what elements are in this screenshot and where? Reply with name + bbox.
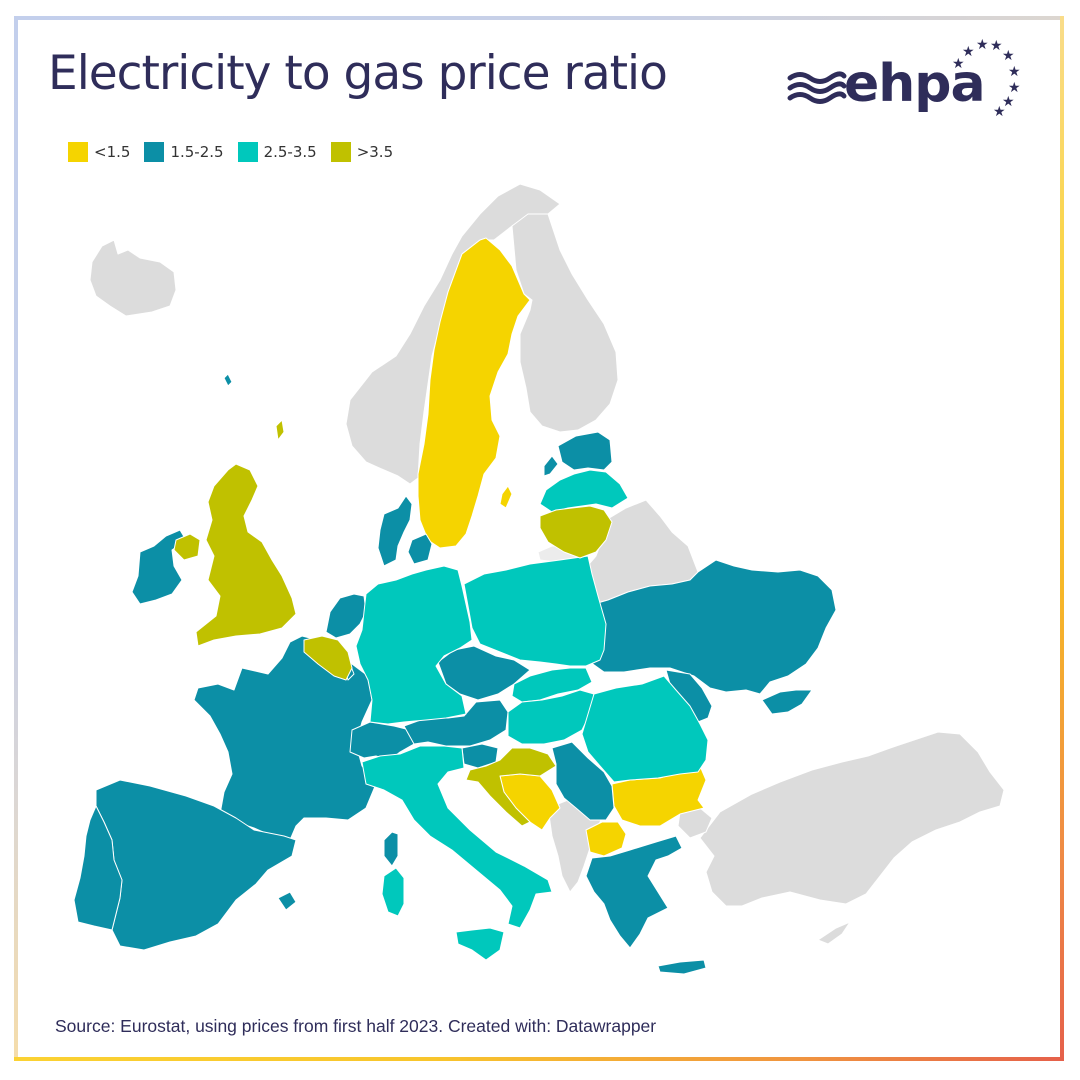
legend-item-lt-1-5: <1.5 xyxy=(68,142,130,162)
legend-item-2-5-3-5: 2.5-3.5 xyxy=(237,142,317,162)
island-mallorca[interactable] xyxy=(277,891,297,911)
source-note: Source: Eurostat, using prices from firs… xyxy=(55,1016,657,1036)
country-serbia[interactable] xyxy=(551,741,615,821)
svg-text:★: ★ xyxy=(990,38,1003,54)
country-slovakia[interactable] xyxy=(511,667,593,703)
region-northern-ireland[interactable] xyxy=(173,533,201,561)
country-belgium[interactable] xyxy=(303,635,353,681)
legend-label: 2.5-3.5 xyxy=(263,143,317,161)
legend-label: 1.5-2.5 xyxy=(170,143,224,161)
country-iceland[interactable] xyxy=(89,239,177,317)
country-poland[interactable] xyxy=(463,555,607,667)
frame-bottom xyxy=(14,1057,1064,1061)
island-saaremaa[interactable] xyxy=(543,455,559,477)
svg-text:★: ★ xyxy=(993,104,1006,120)
country-romania[interactable] xyxy=(581,675,709,783)
country-ukraine[interactable] xyxy=(589,559,837,695)
country-netherlands[interactable] xyxy=(325,593,367,639)
country-cyprus[interactable] xyxy=(817,921,851,945)
country-austria[interactable] xyxy=(403,699,509,747)
legend-swatch xyxy=(237,142,258,162)
country-lithuania[interactable] xyxy=(539,505,613,559)
svg-text:★: ★ xyxy=(1002,48,1015,64)
island-shetland[interactable] xyxy=(275,419,285,441)
country-sweden[interactable] xyxy=(417,237,531,549)
country-greece[interactable] xyxy=(585,835,683,949)
svg-text:★: ★ xyxy=(952,56,965,72)
svg-text:★: ★ xyxy=(1002,94,1015,110)
country-france[interactable] xyxy=(193,635,377,841)
legend-swatch xyxy=(330,142,351,162)
island-sardinia[interactable] xyxy=(381,867,405,917)
country-turkey[interactable] xyxy=(699,731,1005,907)
country-finland[interactable] xyxy=(511,213,619,433)
frame-top xyxy=(14,16,1064,20)
legend-swatch xyxy=(68,142,88,162)
country-faroe-islands[interactable] xyxy=(223,373,233,387)
legend-label: >3.5 xyxy=(356,143,394,161)
gradient-frame xyxy=(14,16,1064,1061)
island-corsica[interactable] xyxy=(383,831,399,867)
country-italy[interactable] xyxy=(361,745,553,929)
country-estonia[interactable] xyxy=(557,431,613,471)
frame-right xyxy=(1060,16,1064,1061)
legend-item-1-5-2-5: 1.5-2.5 xyxy=(144,142,224,162)
svg-text:★: ★ xyxy=(962,44,975,60)
island-sicily[interactable] xyxy=(455,927,505,961)
svg-text:★: ★ xyxy=(976,37,989,53)
country-croatia[interactable] xyxy=(465,747,557,827)
island-crete[interactable] xyxy=(657,959,707,975)
region-crimea[interactable] xyxy=(761,689,813,715)
legend-label: <1.5 xyxy=(94,143,131,161)
country-denmark-zealand[interactable] xyxy=(407,533,433,565)
country-switzerland[interactable] xyxy=(349,721,415,761)
country-germany[interactable] xyxy=(355,565,473,725)
svg-text:★: ★ xyxy=(1008,80,1021,96)
country-ireland[interactable] xyxy=(131,529,187,605)
country-denmark[interactable] xyxy=(377,495,413,567)
country-north-macedonia[interactable] xyxy=(585,821,627,857)
ehpa-logo: ★ ★ ★ ★ ★ ★ ★ ★ ★ ehpa xyxy=(786,36,1026,124)
logo-text: ehpa xyxy=(844,54,986,114)
waves-and-stars-logo-icon: ★ ★ ★ ★ ★ ★ ★ ★ ★ xyxy=(787,37,1021,120)
country-latvia[interactable] xyxy=(539,469,629,513)
country-united-kingdom[interactable] xyxy=(195,463,297,647)
island-gotland[interactable] xyxy=(499,485,513,509)
country-portugal[interactable] xyxy=(73,805,123,931)
frame-left xyxy=(14,16,18,1061)
svg-text:★: ★ xyxy=(1008,64,1021,80)
country-norway[interactable] xyxy=(345,183,561,485)
chart-title: Electricity to gas price ratio xyxy=(48,46,668,101)
legend-item-gt-3-5: >3.5 xyxy=(330,142,394,162)
legend-swatch xyxy=(144,142,165,162)
legend: <1.5 1.5-2.5 2.5-3.5 >3.5 xyxy=(68,142,393,162)
